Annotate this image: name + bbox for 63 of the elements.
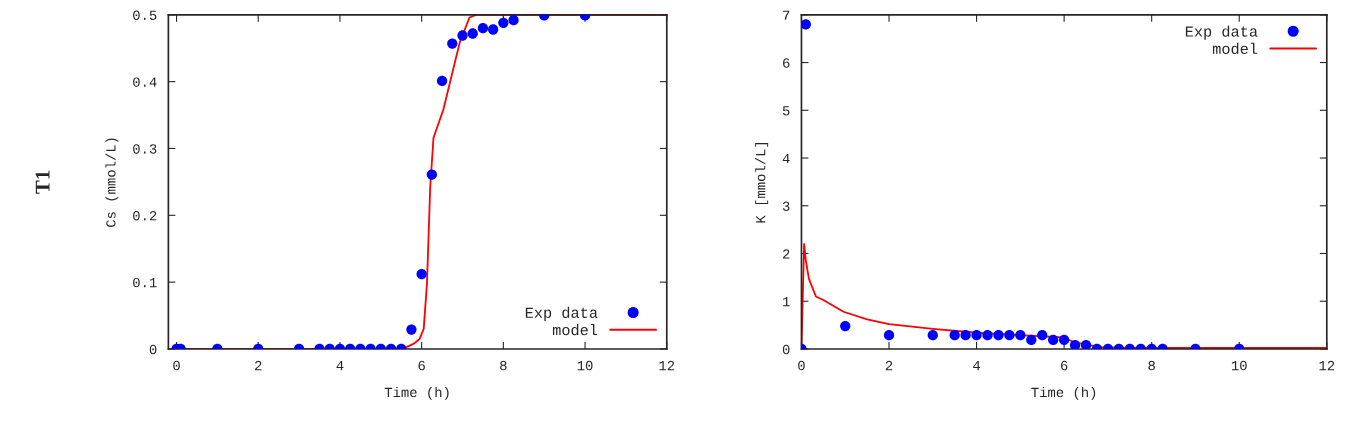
- point: [840, 320, 851, 332]
- point: [467, 28, 478, 39]
- y-axis-title: Cs (mmol/L): [105, 138, 119, 227]
- y-tick-label: 7: [783, 10, 790, 20]
- x-tick-label: 6: [418, 360, 425, 371]
- point: [457, 30, 468, 41]
- point: [1004, 329, 1015, 341]
- y-tick-label: 0: [149, 344, 157, 355]
- y-tick-label: 4: [782, 153, 790, 164]
- x-tick-label: 10: [577, 360, 593, 371]
- x-tick-label: 2: [255, 360, 262, 371]
- x-tick-label: 0: [173, 360, 180, 371]
- y-axis-title: K [mmol/L]: [755, 143, 769, 223]
- point: [1069, 340, 1081, 349]
- y-tick-label: 3: [782, 201, 790, 211]
- y-tick-label: 0.1: [133, 277, 157, 288]
- point: [1080, 340, 1092, 349]
- point: [883, 329, 895, 341]
- legend-label: Exp data: [1185, 25, 1258, 40]
- x-tick-label: 6: [1060, 360, 1068, 371]
- point: [971, 329, 982, 341]
- y-tick-label: 0.4: [133, 77, 157, 87]
- point: [436, 75, 448, 87]
- y-tick-label: 1: [783, 297, 790, 307]
- y-tick-label: 0.5: [133, 10, 157, 20]
- point: [488, 24, 499, 35]
- point: [982, 329, 993, 341]
- y-tick-label: 6: [783, 58, 790, 68]
- legend-label: model: [1212, 42, 1258, 55]
- x-tick-label: 2: [885, 360, 893, 371]
- y-tick-label: 2: [782, 249, 790, 259]
- y-tick-label: 0.3: [133, 144, 157, 154]
- text: T1: [35, 170, 50, 194]
- x-axis-title: Time (h): [384, 386, 449, 400]
- point: [1026, 334, 1037, 346]
- x-tick-label: 10: [1231, 360, 1247, 371]
- x-axis-title: Time (h): [1031, 386, 1096, 400]
- x-tick-label: 0: [798, 360, 805, 371]
- x-tick-label: 12: [659, 360, 675, 371]
- point: [498, 17, 509, 28]
- point: [477, 23, 489, 34]
- point: [426, 169, 438, 180]
- point: [1015, 329, 1026, 341]
- y-tick-label: 5: [782, 106, 790, 116]
- x-tick-label: 8: [1148, 360, 1155, 371]
- x-tick-label: 4: [973, 361, 981, 371]
- point: [447, 38, 458, 49]
- point: [993, 329, 1004, 341]
- point: [1048, 334, 1059, 346]
- legend-label: Exp data: [525, 306, 598, 321]
- x-tick-label: 8: [500, 360, 507, 371]
- legend-label: model: [552, 324, 598, 336]
- y-tick-label: 0.2: [133, 211, 157, 221]
- point: [960, 329, 971, 341]
- point: [508, 15, 519, 26]
- x-tick-label: 12: [1319, 360, 1335, 371]
- y-tick-label: 0: [782, 344, 790, 355]
- point: [949, 329, 960, 341]
- point: [1037, 329, 1048, 341]
- point: [801, 19, 811, 30]
- point: [1058, 334, 1070, 346]
- x-tick-label: 4: [336, 361, 344, 371]
- point: [927, 329, 938, 341]
